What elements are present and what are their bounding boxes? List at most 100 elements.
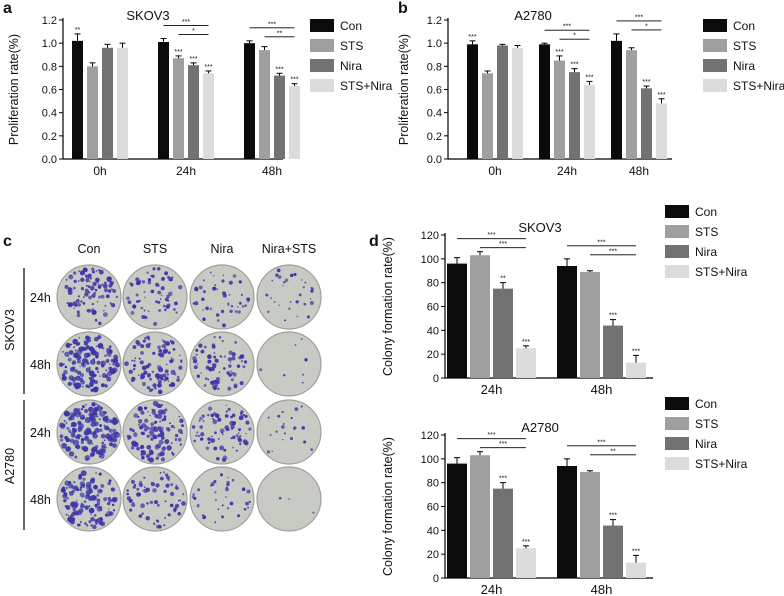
colony [66,426,70,430]
colony [164,517,166,519]
colony [96,493,100,497]
colony [282,284,284,287]
colony [143,309,146,312]
colony [71,376,77,382]
colony [210,438,216,444]
colony [225,496,227,498]
colony [201,514,204,517]
colony [214,358,219,363]
bar [557,265,577,378]
colony [64,284,69,289]
bar [569,72,580,159]
colony [84,288,89,293]
colony [200,372,202,374]
significance-bracket-label: *** [499,441,507,448]
colony [282,423,285,425]
colony [207,406,213,411]
colony [93,484,98,490]
colony [167,303,171,307]
colony [165,340,170,346]
colony [85,278,90,283]
colony [173,308,176,311]
colony [148,457,151,461]
colony [109,511,114,516]
colony [197,488,201,492]
colony [213,386,217,391]
colony [193,439,197,443]
panel-label-a: a [3,0,12,17]
colony [213,355,217,359]
colony [145,343,151,349]
colony [302,373,305,376]
colony [101,343,103,345]
significance-bracket-label: *** [182,19,190,26]
colony [66,496,69,500]
colony [300,405,303,408]
colony [91,270,95,274]
colony [90,421,96,427]
y-tick-label: 100 [421,254,439,266]
y-tick-label: 60 [427,502,439,514]
colony [153,321,158,326]
colony [175,311,178,314]
legend-swatch [665,245,689,258]
colony [82,302,86,305]
colony [95,522,98,526]
colony [85,481,92,488]
colony [69,438,75,444]
colony [222,293,227,298]
significance-mark: *** [499,476,507,483]
colony [150,422,155,427]
colony [171,451,174,454]
bar [539,44,550,160]
colony [81,445,86,451]
colony [301,279,303,281]
colony [220,356,223,359]
colony [194,301,199,306]
y-tick-label: 1.2 [427,15,442,27]
bar [656,103,667,159]
culture-plate [189,264,255,330]
colony [170,369,176,375]
colony [94,427,100,433]
colony [63,499,67,503]
colony [89,359,96,365]
colony [145,516,150,521]
colony [277,275,282,279]
colony [163,524,166,527]
colony [104,425,109,431]
colony [76,359,82,364]
colony [200,432,205,437]
colony [156,377,160,380]
colony [112,418,119,425]
colony [177,428,183,434]
colony [162,426,164,429]
colony [103,497,108,502]
colony [99,424,102,428]
significance-mark: *** [609,313,617,320]
colony [219,473,224,477]
y-axis-label: Colony formation rate(%) [381,237,395,376]
colony [207,367,212,372]
colony [138,419,143,424]
colony [79,488,82,492]
plate-row-label: 24h [30,291,51,305]
colony [243,360,248,364]
colony [152,267,156,271]
y-axis-label: Proliferation rate(%) [397,34,411,145]
colony [84,505,89,510]
legend-swatch [703,39,727,52]
colony [166,475,170,480]
chart-title: SKOV3 [518,220,561,235]
colony [175,486,179,490]
legend-label: STS+Nira [695,265,748,279]
colony [106,376,112,382]
colony [227,476,229,479]
colony [199,417,202,420]
colony [242,365,246,369]
colony [300,338,303,340]
colony [70,421,77,428]
colony [77,426,83,432]
colony [216,457,219,460]
colony [72,508,76,512]
